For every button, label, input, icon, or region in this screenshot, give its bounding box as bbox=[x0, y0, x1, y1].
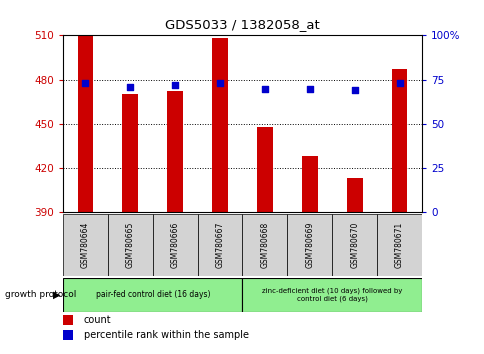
Text: growth protocol: growth protocol bbox=[5, 290, 76, 299]
Text: percentile rank within the sample: percentile rank within the sample bbox=[84, 330, 248, 340]
Bar bbox=[287, 214, 332, 276]
Text: GSM780666: GSM780666 bbox=[170, 222, 180, 268]
Bar bbox=[152, 214, 197, 276]
Bar bbox=[107, 214, 152, 276]
Bar bbox=[77, 35, 93, 212]
Bar bbox=[332, 214, 376, 276]
Text: count: count bbox=[84, 315, 111, 325]
Text: GSM780667: GSM780667 bbox=[215, 222, 224, 268]
Point bbox=[260, 86, 268, 91]
Point bbox=[305, 86, 313, 91]
Bar bbox=[302, 156, 317, 212]
Text: ▶: ▶ bbox=[53, 290, 60, 300]
Text: GSM780670: GSM780670 bbox=[349, 222, 359, 268]
Bar bbox=[212, 38, 227, 212]
Title: GDS5033 / 1382058_at: GDS5033 / 1382058_at bbox=[165, 18, 319, 32]
Bar bbox=[346, 178, 362, 212]
Bar bbox=[242, 278, 421, 312]
Point bbox=[126, 84, 134, 90]
Bar bbox=[63, 330, 73, 340]
Text: pair-fed control diet (16 days): pair-fed control diet (16 days) bbox=[95, 290, 210, 299]
Bar bbox=[197, 214, 242, 276]
Text: GSM780665: GSM780665 bbox=[125, 222, 135, 268]
Bar bbox=[376, 214, 421, 276]
Bar bbox=[257, 127, 272, 212]
Bar bbox=[63, 214, 107, 276]
Bar bbox=[167, 91, 182, 212]
Point bbox=[171, 82, 179, 88]
Text: GSM780671: GSM780671 bbox=[394, 222, 403, 268]
Point bbox=[350, 87, 358, 93]
Bar bbox=[63, 278, 242, 312]
Text: GSM780664: GSM780664 bbox=[81, 222, 90, 268]
Point bbox=[81, 80, 89, 86]
Bar bbox=[242, 214, 287, 276]
Point bbox=[395, 80, 403, 86]
Bar bbox=[391, 69, 407, 212]
Point bbox=[216, 80, 224, 86]
Text: zinc-deficient diet (10 days) followed by
control diet (6 days): zinc-deficient diet (10 days) followed b… bbox=[261, 288, 402, 302]
Text: GSM780669: GSM780669 bbox=[304, 222, 314, 268]
Text: GSM780668: GSM780668 bbox=[260, 222, 269, 268]
Bar bbox=[122, 95, 138, 212]
Bar bbox=[63, 314, 73, 325]
